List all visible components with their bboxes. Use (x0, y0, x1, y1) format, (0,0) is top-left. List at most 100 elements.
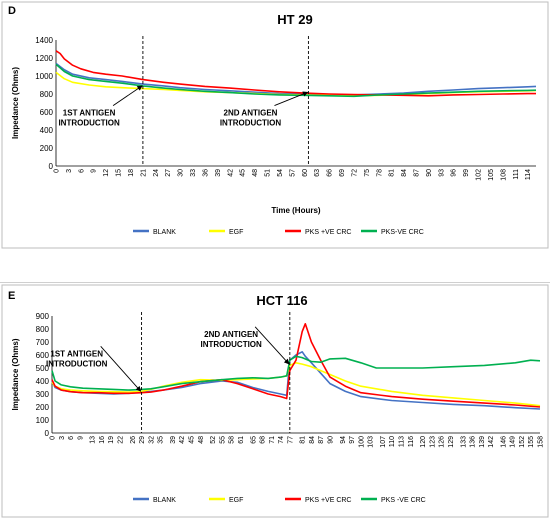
panel-e-chart: E HCT 116 0 100 200 300 400 500 600 700 800 900 0 3 6 9… (0, 282, 550, 519)
x-tick-label: 15 (116, 169, 123, 177)
x-tick-label: 24 (153, 169, 160, 177)
x-tick-label: 52 (210, 436, 217, 444)
x-tick-label: 45 (188, 436, 195, 444)
x-tick-label: 57 (289, 169, 296, 177)
y-tick-label: 0 (49, 162, 54, 171)
x-tick-label: 102 (476, 169, 483, 181)
legend-label: PKS +VE CRC (305, 497, 352, 504)
legend-label: BLANK (153, 229, 176, 236)
x-tick-label: 120 (420, 436, 427, 448)
x-tick-label: 29 (139, 436, 146, 444)
chart-title: HCT 116 (256, 293, 307, 308)
series-line-pks-ve-crc (51, 355, 541, 391)
x-tick-label: 81 (300, 436, 307, 444)
x-tick-label: 65 (250, 436, 257, 444)
legend-label: PKS -VE CRC (381, 497, 426, 504)
x-tick-label: 36 (202, 169, 209, 177)
legend-label: EGF (229, 229, 243, 236)
x-tick-label: 27 (165, 169, 172, 177)
series-line-pks-ve-crc (55, 50, 536, 97)
y-tick-label: 300 (36, 390, 50, 399)
x-tick-label: 6 (78, 169, 85, 173)
x-tick-label: 3 (59, 436, 66, 440)
y-tick-label: 400 (40, 126, 54, 135)
annotation-arrow (274, 91, 309, 107)
x-tick-label: 12 (103, 169, 110, 177)
x-tick-label: 129 (448, 436, 455, 448)
y-axis-label: Impedance (Ohms) (11, 338, 20, 410)
annotation-text: INTRODUCTION (46, 359, 108, 368)
x-tick-label: 84 (401, 169, 408, 177)
annotation-text: 2ND ANTIGEN (224, 109, 278, 118)
x-tick-label: 22 (117, 436, 124, 444)
x-tick-label: 35 (158, 436, 165, 444)
annotation-arrow (112, 85, 143, 106)
y-tick-label: 800 (40, 90, 54, 99)
x-tick-label: 66 (327, 169, 334, 177)
y-tick-label: 900 (36, 312, 50, 321)
x-tick-label: 90 (426, 169, 433, 177)
x-tick-label: 60 (302, 169, 309, 177)
x-tick-label: 97 (349, 436, 356, 444)
x-tick-label: 146 (500, 436, 507, 448)
annotation-text: INTRODUCTION (200, 340, 262, 349)
legend-label: PKS-VE CRC (381, 229, 424, 236)
y-axis-label: Impedance (Ohms) (11, 67, 20, 139)
annotation-text: INTRODUCTION (220, 119, 282, 128)
annotation-text: INTRODUCTION (58, 119, 120, 128)
x-tick-label: 74 (278, 436, 285, 444)
y-tick-label: 200 (40, 144, 54, 153)
legend-label: EGF (229, 497, 243, 504)
annotation-text: 2ND ANTIGEN (204, 330, 258, 339)
y-tick-label: 600 (40, 108, 54, 117)
x-tick-label: 71 (269, 436, 276, 444)
y-tick-label: 500 (36, 364, 50, 373)
x-tick-label: 48 (252, 169, 259, 177)
chart-frame (1, 284, 549, 518)
x-tick-label: 96 (451, 169, 458, 177)
x-tick-label: 0 (54, 169, 61, 173)
x-tick-label: 63 (314, 169, 321, 177)
series-line-pks-ve-crc (51, 322, 541, 408)
x-tick-label: 77 (287, 436, 294, 444)
x-tick-label: 114 (525, 169, 532, 180)
annotation-text: 1ST ANTIGEN (63, 109, 116, 118)
x-tick-label: 133 (460, 436, 467, 448)
y-tick-label: 0 (45, 429, 50, 438)
x-tick-label: 3 (66, 169, 73, 173)
x-tick-label: 18 (128, 169, 135, 177)
x-tick-label: 54 (277, 169, 284, 177)
x-tick-label: 39 (215, 169, 222, 177)
x-tick-label: 0 (50, 436, 57, 440)
panel-d-chart: D HT 29 0 200 400 600 800 1000 1200 1400 0 3 6 9 12 15 1… (0, 0, 550, 250)
x-tick-label: 9 (91, 169, 98, 173)
x-tick-label: 78 (376, 169, 383, 177)
y-tick-label: 100 (36, 416, 50, 425)
y-tick-label: 200 (36, 403, 50, 412)
x-tick-label: 155 (528, 436, 535, 448)
x-tick-label: 99 (463, 169, 470, 177)
panel-letter: E (8, 290, 15, 302)
x-tick-label: 48 (198, 436, 205, 444)
x-tick-label: 87 (414, 169, 421, 177)
x-tick-label: 16 (99, 436, 106, 444)
x-tick-label: 30 (178, 169, 185, 177)
annotation-arrow (254, 326, 290, 365)
x-tick-label: 113 (399, 436, 406, 447)
annotation-text: 1ST ANTIGEN (50, 349, 103, 358)
legend-label: BLANK (153, 497, 176, 504)
x-tick-label: 107 (380, 436, 387, 448)
x-tick-label: 33 (190, 169, 197, 177)
x-tick-label: 87 (318, 436, 325, 444)
y-tick-label: 1400 (35, 36, 53, 45)
x-tick-label: 93 (438, 169, 445, 177)
series-line-egf (51, 362, 541, 407)
x-tick-label: 58 (229, 436, 236, 444)
x-tick-label: 45 (240, 169, 247, 177)
x-tick-label: 55 (219, 436, 226, 444)
x-tick-label: 136 (470, 436, 477, 448)
x-tick-label: 51 (265, 169, 272, 177)
x-tick-label: 81 (389, 169, 396, 177)
